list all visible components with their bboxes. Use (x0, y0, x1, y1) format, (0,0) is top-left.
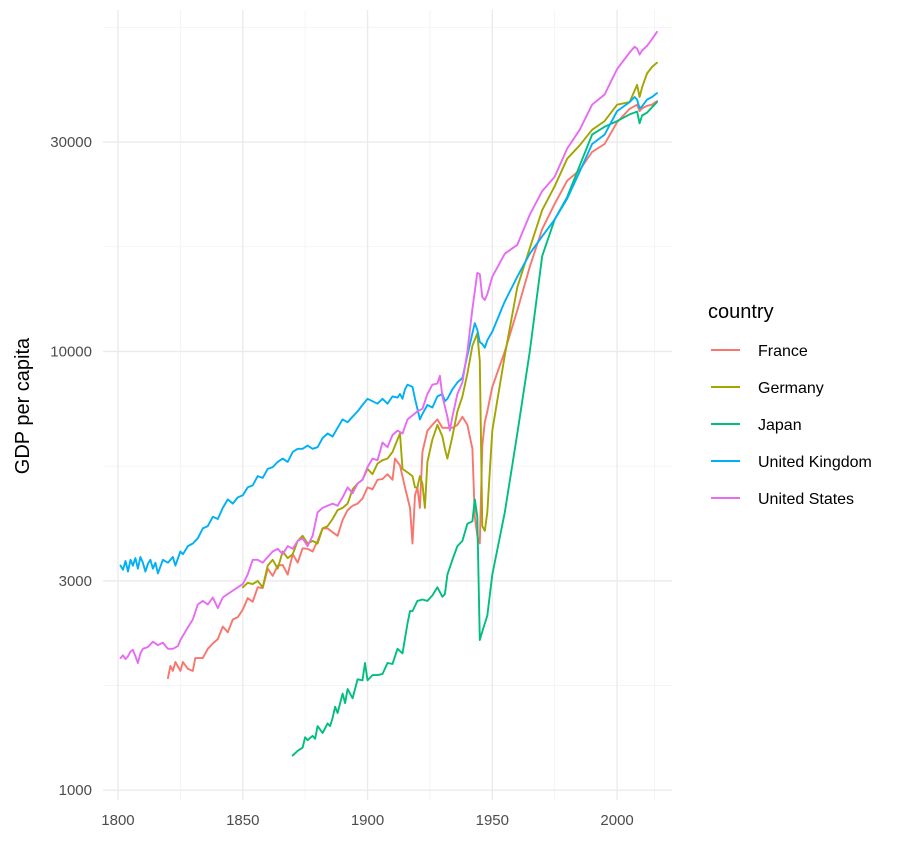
major-gridlines (103, 10, 672, 800)
y-axis-title: GDP per capita (12, 337, 34, 474)
x-axis-tick-labels: 1800 1850 1900 1950 2000 (101, 812, 633, 829)
x-tick-label: 1950 (476, 812, 509, 829)
legend-label-germany: Germany (758, 380, 824, 397)
legend-label-united-states: United States (758, 491, 854, 508)
legend-items: France Germany Japan United Kingdom United S… (711, 343, 872, 508)
x-tick-label: 1900 (351, 812, 384, 829)
y-tick-label: 1000 (59, 782, 92, 799)
plot-lines (119, 30, 658, 757)
minor-gridlines (103, 10, 672, 800)
x-tick-label: 2000 (600, 812, 633, 829)
y-tick-label: 30000 (50, 134, 92, 151)
series-line-japan (291, 101, 658, 757)
x-tick-label: 1800 (101, 812, 134, 829)
series-line-united-states (119, 30, 658, 664)
y-tick-label: 10000 (50, 343, 92, 360)
series-line-france (166, 100, 658, 680)
series-line-united-kingdom (119, 92, 658, 575)
y-tick-label: 3000 (59, 573, 92, 590)
y-axis-tick-labels: 1000 3000 10000 30000 (50, 134, 92, 799)
x-tick-label: 1850 (226, 812, 259, 829)
legend-label-france: France (758, 343, 808, 360)
legend: country France Germany Japan United Kingdom… (708, 301, 872, 508)
legend-label-japan: Japan (758, 417, 802, 434)
legend-label-united-kingdom: United Kingdom (758, 454, 872, 471)
legend-title: country (708, 301, 774, 323)
series-line-germany (241, 61, 658, 589)
